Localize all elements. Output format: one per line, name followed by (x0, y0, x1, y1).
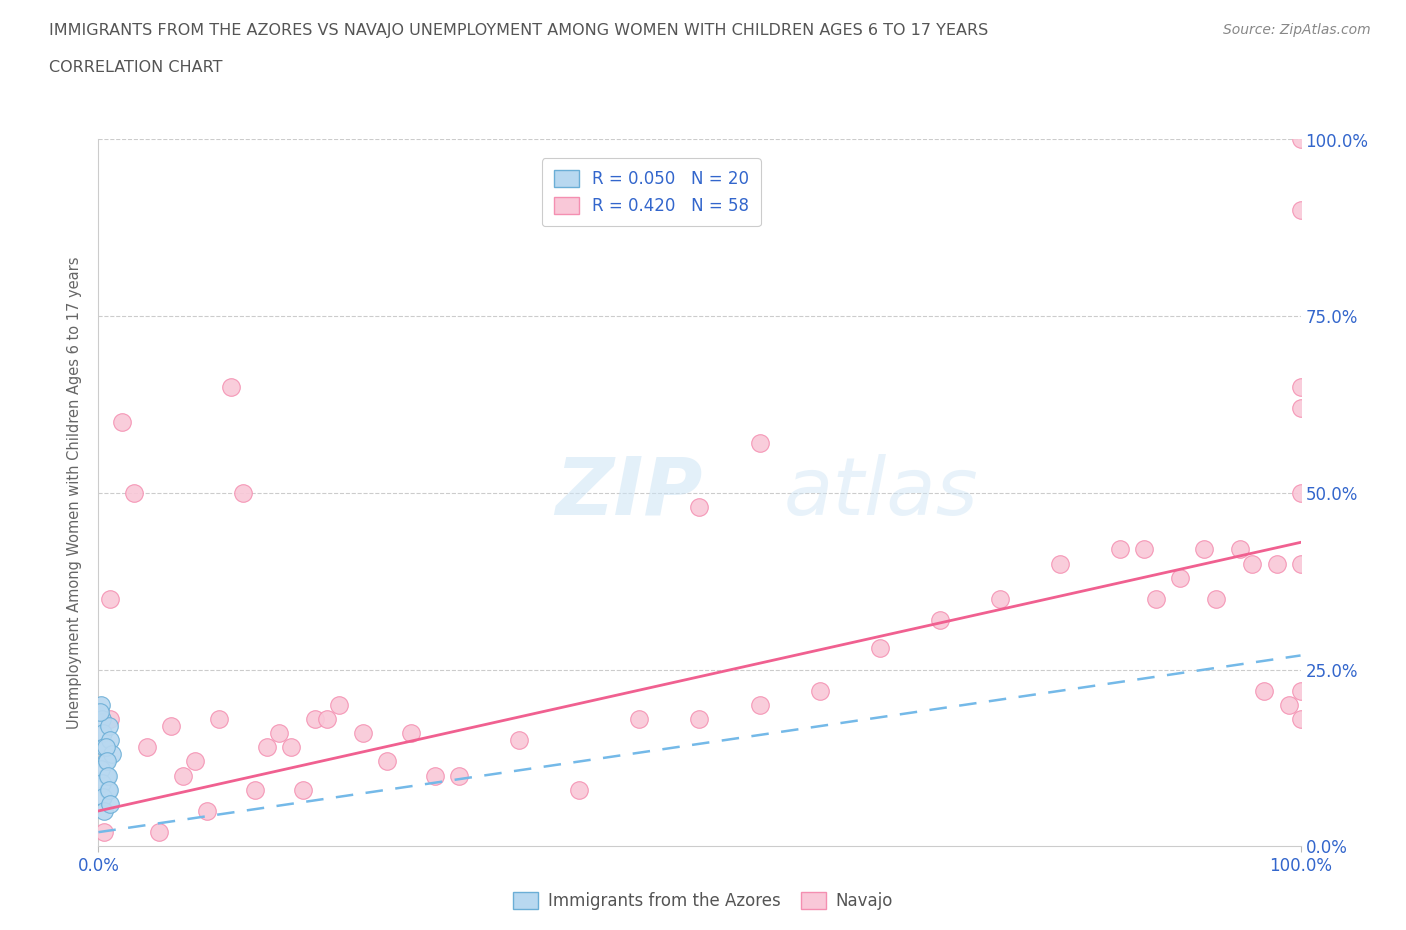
Point (1049, 556, 1071, 571)
Point (689, 711, 711, 726)
Point (1289, 203, 1312, 218)
Point (96, 768, 118, 783)
Point (399, 725, 422, 740)
Point (447, 768, 470, 783)
Point (869, 641, 891, 656)
Legend: R = 0.050   N = 20, R = 0.420   N = 58: R = 0.050 N = 20, R = 0.420 N = 58 (543, 158, 761, 226)
Point (352, 725, 374, 740)
Point (89, 705, 111, 720)
Point (280, 740, 302, 755)
Point (98, 782, 121, 797)
Point (689, 499, 711, 514)
Point (1289, 401, 1312, 416)
Point (1289, 556, 1312, 571)
Point (100, 747, 122, 762)
Point (135, 740, 157, 755)
Point (304, 711, 326, 726)
Point (243, 782, 266, 797)
Point (423, 768, 446, 783)
Point (94, 740, 117, 755)
Point (1289, 711, 1312, 726)
Point (808, 684, 831, 698)
Point (1144, 591, 1167, 606)
Point (315, 711, 337, 726)
Point (1194, 542, 1216, 557)
Point (1241, 556, 1264, 571)
Point (148, 825, 170, 840)
Point (93, 825, 115, 840)
Point (93, 740, 115, 755)
Point (1229, 542, 1251, 557)
Point (124, 485, 146, 500)
Point (100, 711, 122, 726)
Point (96, 754, 118, 769)
Point (100, 591, 122, 606)
Point (1205, 591, 1227, 606)
Point (328, 698, 350, 712)
Point (111, 415, 134, 430)
Point (91, 725, 114, 740)
Point (1253, 684, 1275, 698)
Point (90, 761, 112, 776)
Text: ZIP: ZIP (555, 454, 703, 532)
Point (97, 768, 120, 783)
Point (748, 698, 770, 712)
Point (172, 768, 194, 783)
Point (98, 719, 121, 734)
Point (232, 485, 254, 500)
Point (988, 591, 1011, 606)
Point (291, 782, 314, 797)
Point (568, 782, 591, 797)
Point (748, 436, 770, 451)
Point (375, 754, 398, 769)
Point (93, 804, 115, 818)
Point (628, 711, 651, 726)
Point (91, 790, 114, 804)
Point (1289, 379, 1312, 394)
Point (1289, 485, 1312, 500)
Point (1109, 542, 1132, 557)
Point (159, 719, 181, 734)
Point (91, 776, 114, 790)
Text: CORRELATION CHART: CORRELATION CHART (49, 60, 222, 75)
Point (1277, 698, 1299, 712)
Point (1170, 570, 1192, 585)
Point (1289, 132, 1312, 147)
Point (928, 613, 950, 628)
Point (1133, 542, 1156, 557)
Point (195, 804, 218, 818)
Point (100, 733, 122, 748)
Point (91, 711, 114, 726)
Point (90, 698, 112, 712)
Point (1289, 684, 1312, 698)
Point (256, 740, 278, 755)
Point (267, 725, 290, 740)
Text: IMMIGRANTS FROM THE AZORES VS NAVAJO UNEMPLOYMENT AMONG WOMEN WITH CHILDREN AGES: IMMIGRANTS FROM THE AZORES VS NAVAJO UNE… (49, 23, 988, 38)
Point (100, 796, 122, 811)
Point (508, 733, 530, 748)
Point (94, 754, 117, 769)
Point (208, 711, 231, 726)
Legend: Immigrants from the Azores, Navajo: Immigrants from the Azores, Navajo (506, 885, 900, 917)
Point (183, 754, 205, 769)
Text: Source: ZipAtlas.com: Source: ZipAtlas.com (1223, 23, 1371, 37)
Text: atlas: atlas (783, 454, 979, 532)
Point (97, 782, 120, 797)
Point (1265, 556, 1288, 571)
Y-axis label: Unemployment Among Women with Children Ages 6 to 17 years: Unemployment Among Women with Children A… (67, 257, 83, 729)
Point (219, 379, 242, 394)
